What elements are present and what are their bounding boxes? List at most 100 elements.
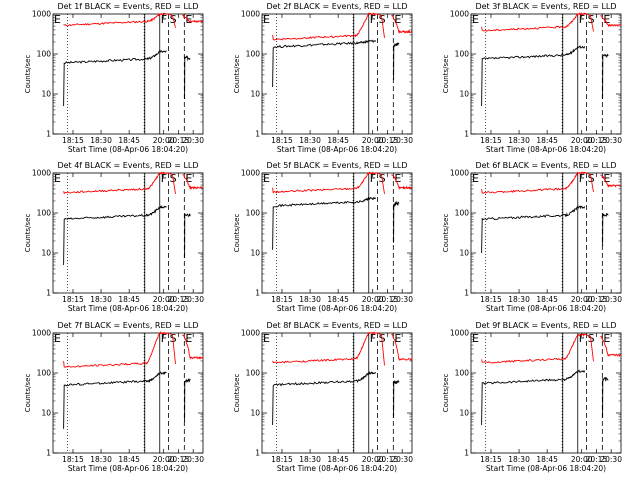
marker-label-E: E <box>185 332 192 345</box>
panel-title: Det 3f BLACK = Events, RED = LLD <box>475 2 616 11</box>
panel-det-8: Det 8f BLACK = Events, RED = LLD 1 10 100 10… <box>233 321 413 473</box>
panel-det-6: Det 6f BLACK = Events, RED = LLD 1 10 100 10… <box>442 161 622 313</box>
y-tick-label: 100 <box>246 50 261 59</box>
series-events-post <box>393 379 400 419</box>
x-axis-label: Start Time (08-Apr-06 18:04:20) <box>68 145 188 154</box>
x-tick-label: 18:30 <box>299 136 321 145</box>
panel-title: Det 9f BLACK = Events, RED = LLD <box>475 321 616 330</box>
y-axis-label: Counts/sec <box>442 55 450 94</box>
panel-det-2: Det 2f BLACK = Events, RED = LLD 1 10 100 10… <box>233 2 413 154</box>
plot-frame <box>261 172 413 294</box>
series-events-post <box>184 213 191 259</box>
series-events-line <box>63 49 167 107</box>
y-tick-label: 10 <box>459 249 469 258</box>
x-tick-label: 18:15 <box>62 455 84 464</box>
x-tick-label: 20:00 <box>362 455 384 464</box>
x-tick-label: 18:45 <box>118 136 140 145</box>
marker-label-E: E <box>472 172 479 185</box>
panel-det-3: Det 3f BLACK = Events, RED = LLD 1 10 100 10… <box>442 2 622 154</box>
series-lld-post <box>600 15 622 28</box>
x-tick-label: 20:00 <box>571 295 593 304</box>
y-axis-label: Counts/sec <box>24 55 32 94</box>
marker-label-E: E <box>263 332 270 345</box>
marker-label-E: E <box>472 332 479 345</box>
y-tick-label: 1 <box>46 289 51 298</box>
x-tick-label: 18:30 <box>90 136 112 145</box>
panel-title: Det 4f BLACK = Events, RED = LLD <box>57 161 198 170</box>
marker-label-E: E <box>263 13 270 26</box>
marker-label-F: F <box>579 13 585 26</box>
x-tick-label: 20:30 <box>600 136 622 145</box>
series-events-post <box>393 42 400 80</box>
x-tick-label: 20:15 <box>377 136 399 145</box>
y-tick-label: 100 <box>455 50 470 59</box>
y-axis-label: Counts/sec <box>233 214 241 253</box>
x-axis-label: Start Time (08-Apr-06 18:04:20) <box>277 464 397 473</box>
series-events-post <box>184 378 191 422</box>
x-tick-label: 18:45 <box>536 455 558 464</box>
x-tick-label: 20:30 <box>182 295 204 304</box>
x-tick-label: 18:30 <box>508 455 530 464</box>
series-events-line <box>63 371 167 429</box>
marker-label-E: E <box>394 172 401 185</box>
y-tick-label: 1000 <box>450 10 469 19</box>
x-tick-label: 20:15 <box>168 455 190 464</box>
x-tick-label: 18:15 <box>62 295 84 304</box>
series-lld-post <box>391 174 412 191</box>
panel-title: Det 8f BLACK = Events, RED = LLD <box>266 321 407 330</box>
y-tick-label: 10 <box>41 249 51 258</box>
x-tick-label: 18:15 <box>271 136 293 145</box>
panel-title: Det 7f BLACK = Events, RED = LLD <box>57 321 198 330</box>
x-axis-label: Start Time (08-Apr-06 18:04:20) <box>68 464 188 473</box>
y-tick-label: 1 <box>464 449 469 458</box>
x-axis-label: Start Time (08-Apr-06 18:04:20) <box>486 304 606 313</box>
plot-frame <box>470 172 622 294</box>
x-tick-label: 18:15 <box>271 295 293 304</box>
x-tick-label: 18:30 <box>299 455 321 464</box>
series-lld-line <box>63 171 176 195</box>
y-tick-label: 100 <box>37 50 52 59</box>
series-lld-line <box>481 11 594 32</box>
x-tick-label: 18:30 <box>508 136 530 145</box>
marker-label-F: F <box>161 13 167 26</box>
y-tick-label: 1 <box>255 449 260 458</box>
series-lld-post <box>600 335 622 358</box>
panel-det-9: Det 9f BLACK = Events, RED = LLD 1 10 100 10… <box>442 321 622 473</box>
y-tick-label: 1 <box>255 130 260 139</box>
marker-label-E: E <box>603 172 610 185</box>
x-axis-label: Start Time (08-Apr-06 18:04:20) <box>486 464 606 473</box>
marker-label-E: E <box>54 13 61 26</box>
series-lld-line <box>272 12 385 41</box>
series-lld-post <box>182 174 204 191</box>
marker-label-F: F <box>370 13 376 26</box>
marker-label-E: E <box>54 332 61 345</box>
series-lld-line <box>63 12 176 28</box>
x-axis-label: Start Time (08-Apr-06 18:04:20) <box>277 304 397 313</box>
y-axis-label: Counts/sec <box>24 214 32 253</box>
x-tick-label: 20:00 <box>571 455 593 464</box>
series-events-line <box>481 369 586 426</box>
plot-frame <box>52 13 204 135</box>
y-axis-label: Counts/sec <box>24 374 32 413</box>
marker-label-E: E <box>394 13 401 26</box>
marker-label-E: E <box>603 332 610 345</box>
panel-title: Det 1f BLACK = Events, RED = LLD <box>57 2 198 11</box>
y-tick-label: 100 <box>455 369 470 378</box>
x-tick-label: 18:15 <box>271 455 293 464</box>
series-events-line <box>63 205 167 266</box>
x-tick-label: 18:15 <box>480 455 502 464</box>
x-tick-label: 20:15 <box>377 295 399 304</box>
y-axis-label: Counts/sec <box>442 214 450 253</box>
series-events-line <box>272 371 376 426</box>
marker-label-F: F <box>579 172 585 185</box>
y-tick-label: 1 <box>464 289 469 298</box>
x-tick-label: 20:00 <box>153 136 175 145</box>
plot-frame <box>261 13 413 135</box>
x-tick-label: 20:30 <box>182 136 204 145</box>
marker-label-E: E <box>263 172 270 185</box>
x-tick-label: 18:45 <box>536 295 558 304</box>
panel-det-4: Det 4f BLACK = Events, RED = LLD 1 10 100 10… <box>24 161 204 313</box>
x-tick-label: 20:00 <box>362 295 384 304</box>
x-tick-label: 18:30 <box>508 295 530 304</box>
